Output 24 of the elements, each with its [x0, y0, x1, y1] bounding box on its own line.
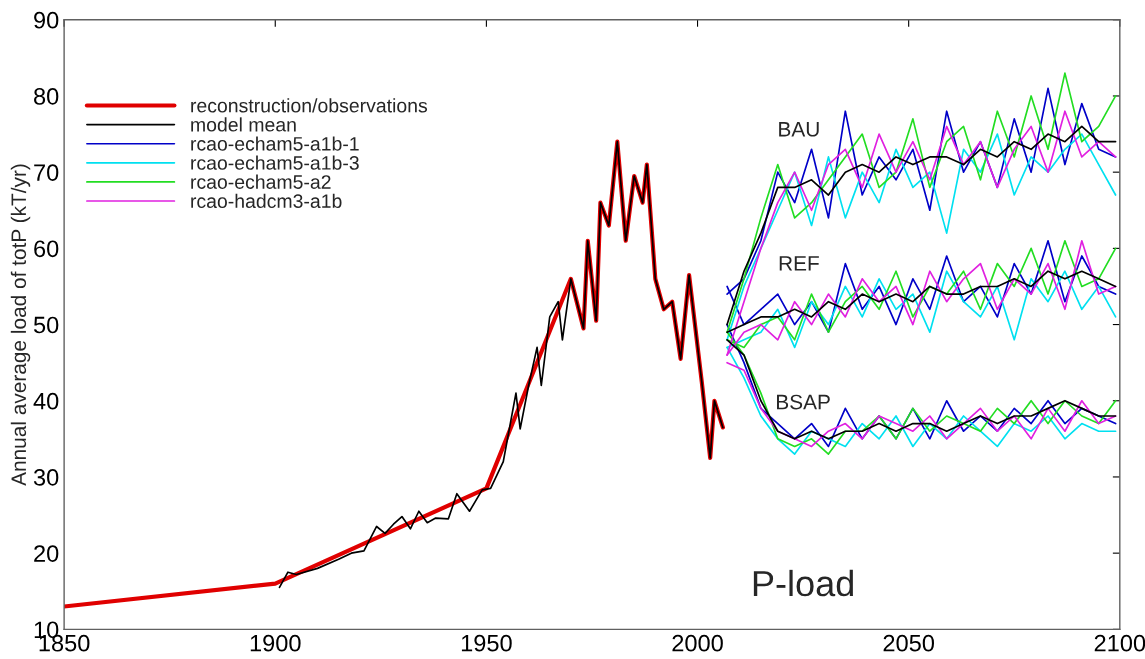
annotation: BAU	[779, 122, 819, 137]
annotation: BSAP	[777, 394, 830, 410]
x-tick-label: 1950	[461, 634, 512, 652]
legend-label: model mean	[191, 117, 296, 132]
legend-label: rcao-hadcm3-a1b	[191, 193, 342, 208]
y-tick-label: 30	[33, 469, 59, 486]
x-tick-label: 2100	[1094, 634, 1145, 652]
legend-label: rcao-echam5-a1b-3	[191, 155, 359, 170]
legend-label: reconstruction/observations	[191, 98, 428, 113]
y-tick-label: 60	[34, 240, 59, 258]
legend-label: rcao-echam5-a1b-1	[191, 136, 359, 151]
y-tick-label: 50	[33, 316, 59, 334]
y-tick-label: 70	[34, 164, 59, 181]
x-tick-label: 1900	[250, 634, 301, 652]
y-tick-label: 80	[34, 88, 59, 105]
y-tick-label: 40	[33, 392, 59, 410]
y-tick-label: 90	[34, 11, 59, 29]
x-tick-label: 2050	[883, 634, 935, 652]
y-axis-title: Annual average load of totP (kT/yr)	[10, 164, 31, 486]
annotation: REF	[779, 256, 819, 271]
x-tick-label: 2000	[672, 634, 723, 652]
y-tick-label: 20	[34, 545, 59, 562]
annotation: P-load	[753, 569, 853, 597]
legend-label: rcao-echam5-a2	[191, 174, 331, 189]
